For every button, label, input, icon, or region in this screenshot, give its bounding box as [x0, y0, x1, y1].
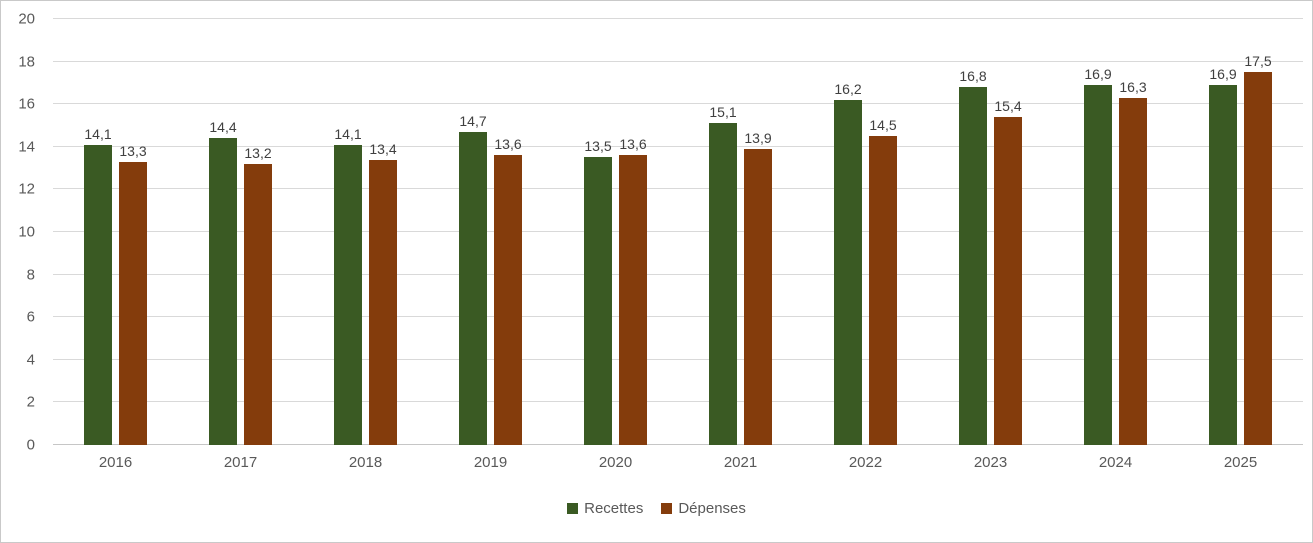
bar-series-1-2018: 13,4	[369, 141, 397, 445]
x-tick-label: 2025	[1223, 454, 1258, 471]
bar-series-0-2018: 14,1	[334, 126, 362, 445]
data-label: 16,9	[1084, 66, 1112, 83]
data-label: 15,1	[709, 104, 737, 121]
data-label: 14,5	[869, 117, 897, 134]
data-label: 13,9	[744, 129, 772, 146]
gridline	[53, 358, 1303, 360]
data-label: 14,7	[459, 112, 487, 129]
bar-series-1-2019: 13,6	[494, 136, 522, 445]
legend-item-1: Dépenses	[661, 500, 746, 517]
data-label: 16,2	[834, 80, 862, 97]
bar-series-0-2021: 15,1	[709, 104, 737, 445]
y-tick-label: 16	[18, 95, 35, 113]
bar-series-0-2016: 14,1	[84, 126, 112, 445]
bar-group-2020: 13,5 13,6	[553, 19, 678, 445]
y-tick-label: 0	[26, 436, 35, 454]
legend: Recettes Dépenses	[1, 500, 1312, 517]
bar-groups-layer: 14,1 13,3 14,4 13,2 14,1 13,4 14,7 13,6 13,5 13,6…	[53, 19, 1303, 445]
data-label: 15,4	[994, 97, 1022, 114]
legend-swatch	[661, 503, 673, 514]
bar-series-1-2025: 17,5	[1244, 53, 1272, 445]
gridline	[53, 103, 1303, 105]
data-label: 13,6	[619, 136, 647, 153]
bar-group-2017: 14,4 13,2	[178, 19, 303, 445]
data-label: 13,5	[584, 138, 612, 155]
x-tick-label: 2023	[973, 454, 1008, 471]
x-tick-label: 2020	[598, 454, 633, 471]
legend-item-0: Recettes	[567, 500, 643, 517]
data-label: 16,3	[1119, 78, 1147, 95]
data-label: 14,4	[209, 119, 237, 136]
x-tick-label: 2019	[473, 454, 508, 471]
legend-label: Recettes	[584, 500, 644, 517]
y-axis: 0 2 4 6 8 10 12 14 16 18 20	[1, 12, 43, 453]
bar-series-0-2024: 16,9	[1084, 66, 1112, 445]
legend-swatch	[567, 503, 579, 514]
bar-series-0-2022: 16,2	[834, 81, 862, 445]
bar-series-1-2023: 15,4	[994, 98, 1022, 445]
y-tick-label: 10	[18, 223, 35, 241]
data-label: 13,4	[369, 140, 397, 157]
data-label: 14,1	[334, 125, 362, 142]
x-tick-label: 2018	[348, 454, 383, 471]
data-label: 13,2	[244, 144, 272, 161]
y-tick-label: 14	[18, 138, 35, 156]
gridline	[53, 231, 1303, 232]
y-tick-label: 4	[26, 351, 35, 369]
bar-series-0-2020: 13,5	[584, 138, 612, 445]
x-tick-label: 2021	[723, 454, 758, 471]
bar-group-2016: 14,1 13,3	[53, 19, 178, 445]
bar-series-0-2023: 16,8	[959, 68, 987, 445]
bar-series-1-2017: 13,2	[244, 145, 272, 445]
x-tick-label: 2024	[1098, 454, 1133, 471]
bar-series-1-2020: 13,6	[619, 136, 647, 445]
bar-series-1-2022: 14,5	[869, 117, 897, 445]
bar-series-0-2019: 14,7	[459, 113, 487, 445]
gridline	[53, 145, 1303, 147]
bar-group-2025: 16,9 17,5	[1178, 19, 1303, 445]
x-axis: 2016 2017 2018 2019 2020 2021 2022 2023 2024 2025	[53, 454, 1303, 471]
bar-group-2022: 16,2 14,5	[803, 19, 928, 445]
bar-series-1-2021: 13,9	[744, 130, 772, 445]
y-tick-label: 8	[26, 266, 35, 284]
y-tick-label: 12	[18, 180, 35, 198]
gridline	[53, 60, 1303, 62]
gridline	[53, 401, 1303, 403]
bar-group-2021: 15,1 13,9	[678, 19, 803, 445]
x-tick-label: 2017	[223, 454, 258, 471]
x-axis-line	[53, 444, 1303, 445]
x-tick-label: 2016	[98, 454, 133, 471]
data-label: 16,8	[959, 68, 987, 85]
data-label: 16,9	[1209, 66, 1237, 83]
bar-series-1-2016: 13,3	[119, 143, 147, 445]
bar-group-2018: 14,1 13,4	[303, 19, 428, 445]
gridline	[53, 273, 1303, 275]
gridline	[53, 18, 1303, 19]
gridline	[53, 188, 1303, 190]
bar-series-0-2025: 16,9	[1209, 66, 1237, 445]
legend-label: Dépenses	[678, 500, 746, 517]
bar-group-2024: 16,9 16,3	[1053, 19, 1178, 445]
gridline	[53, 316, 1303, 318]
y-tick-label: 6	[26, 308, 35, 326]
y-tick-label: 2	[26, 393, 35, 411]
y-tick-label: 20	[18, 10, 35, 28]
bar-series-0-2017: 14,4	[209, 119, 237, 445]
data-label: 14,1	[84, 125, 112, 142]
bar-group-2019: 14,7 13,6	[428, 19, 553, 445]
y-tick-label: 18	[18, 53, 35, 71]
data-label: 13,3	[119, 142, 147, 159]
data-label: 13,6	[494, 136, 522, 153]
x-tick-label: 2022	[848, 454, 883, 471]
bar-series-1-2024: 16,3	[1119, 79, 1147, 445]
data-label: 17,5	[1244, 53, 1272, 70]
bar-group-2023: 16,8 15,4	[928, 19, 1053, 445]
plot-area: 14,1 13,3 14,4 13,2 14,1 13,4 14,7 13,6 13,5 13,6…	[53, 18, 1303, 445]
